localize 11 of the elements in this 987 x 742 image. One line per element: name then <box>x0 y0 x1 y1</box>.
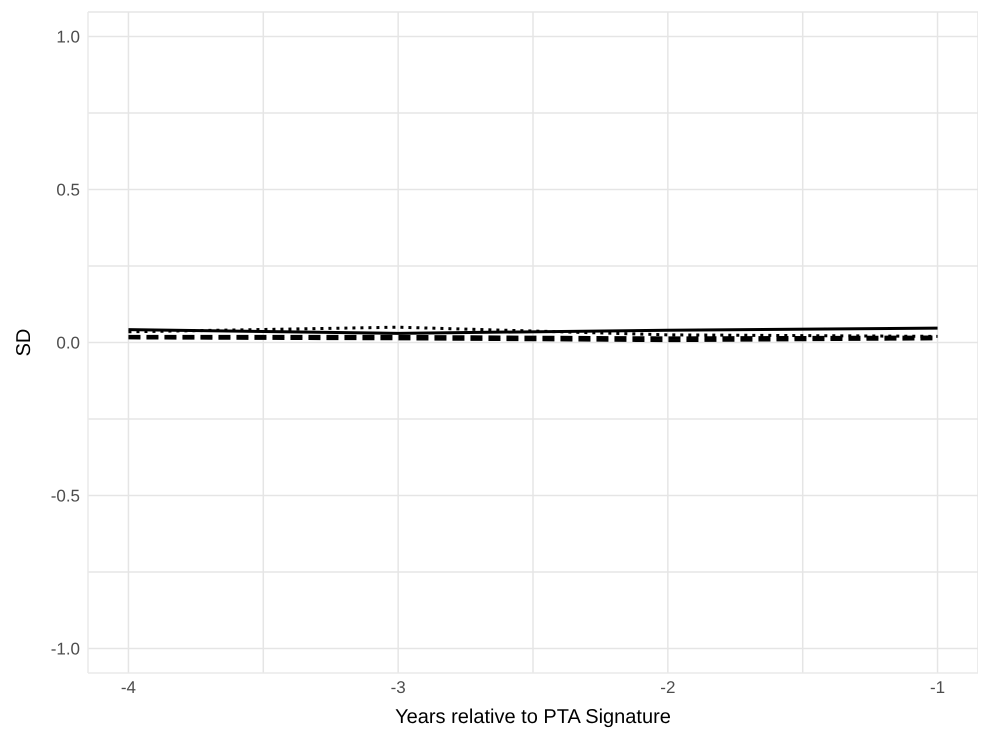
x-tick-label: -3 <box>390 678 406 698</box>
y-tick-label: 0.5 <box>56 180 80 200</box>
x-tick-label: -4 <box>120 678 136 698</box>
x-axis-title: Years relative to PTA Signature <box>395 706 671 728</box>
y-axis-title: SD <box>13 328 36 356</box>
x-tick-label: -2 <box>660 678 676 698</box>
y-tick-label: -0.5 <box>50 486 80 506</box>
y-tick-label: -1.0 <box>50 640 80 659</box>
y-tick-label: 1.0 <box>56 28 80 47</box>
x-tick-label: -1 <box>930 678 946 698</box>
y-tick-label: 0.0 <box>56 334 80 353</box>
